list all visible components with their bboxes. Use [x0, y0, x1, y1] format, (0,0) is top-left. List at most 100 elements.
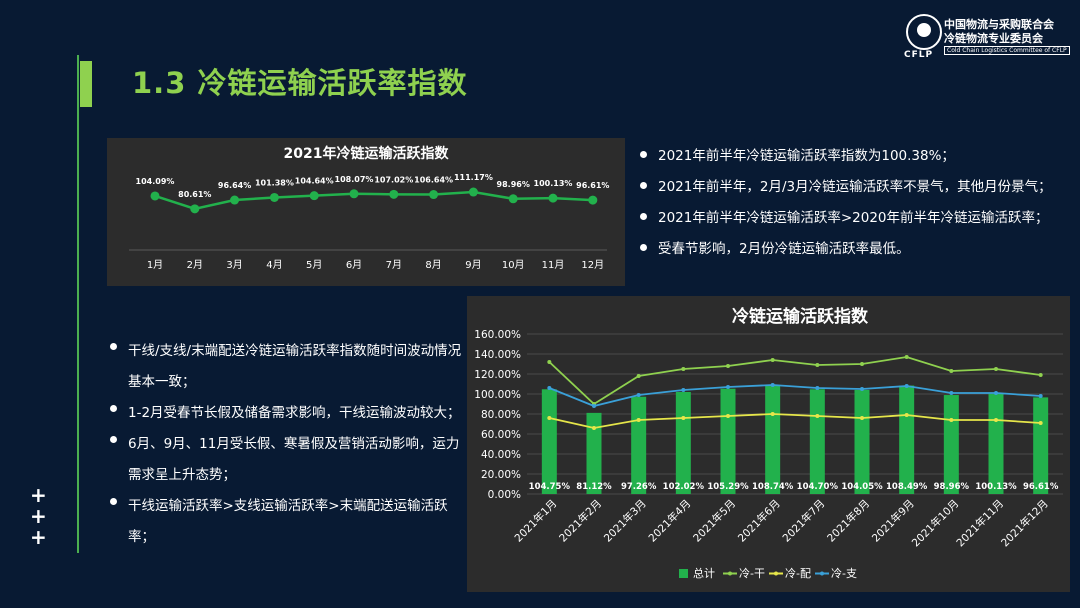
y-tick-label: 140.00% [474, 349, 521, 361]
data-point [547, 416, 552, 420]
bullet-item: 干线运输活跃率>支线运输活跃率>末端配送运输活跃率； [110, 491, 465, 553]
top-bullet-list: 2021年前半年冷链运输活跃率指数为100.38%； 2021年前半年，2月/3… [640, 144, 1070, 268]
data-label: 107.02% [374, 175, 413, 184]
bar-value-label: 104.70% [797, 482, 839, 492]
data-point [860, 387, 864, 391]
x-tick-label: 2021年11月 [954, 497, 1006, 549]
data-point [1038, 421, 1043, 425]
data-label: 98.96% [497, 180, 530, 189]
bar [943, 395, 959, 494]
data-point [1038, 394, 1043, 398]
x-tick-label: 7月 [386, 259, 402, 271]
activity-breakdown-chart-svg: 冷链运输活跃指数 0.00% 20.00% 40.00% 60.00% 80.00% 100… [474, 306, 1063, 580]
bar-value-label: 104.75% [529, 482, 571, 492]
bottom-bullet-list: 干线/支线/末端配送冷链运输活跃率指数随时间波动情况基本一致； 1-2月受春节长… [110, 336, 465, 553]
left-accent-line [77, 55, 79, 553]
monthly-activity-chart-svg: 2021年冷链运输活跃指数 104.09% 1月 80.61% 2月 96.64% 3月 10… [129, 145, 609, 271]
bar [631, 396, 647, 494]
bullet-item: 6月、9月、11月受长假、寒暑假及营销活动影响，运力需求呈上升态势； [110, 429, 465, 491]
plus-icon: + [30, 504, 47, 528]
x-tick-label: 2021年2月 [556, 497, 604, 545]
bar-value-label: 108.49% [886, 482, 928, 492]
x-tick-label: 2021年5月 [690, 497, 738, 545]
y-tick-label: 80.00% [481, 409, 521, 421]
data-point [726, 414, 730, 418]
data-point [592, 404, 596, 408]
data-point [904, 384, 909, 388]
bullet-item: 受春节影响，2月份冷链运输活跃率最低。 [640, 237, 1070, 268]
page-title: 1.3 冷链运输活跃率指数 [132, 66, 468, 100]
data-label: 106.64% [414, 176, 453, 185]
data-point [349, 189, 359, 199]
data-point [994, 367, 998, 371]
logo-line2: 冷链物流专业委员会 [944, 32, 1043, 45]
x-tick-label: 4月 [266, 259, 282, 271]
x-tick-label: 2021年12月 [998, 497, 1050, 549]
bullet-item: 干线/支线/末端配送冷链运输活跃率指数随时间波动情况基本一致； [110, 336, 465, 398]
data-point [860, 416, 864, 420]
data-point [681, 388, 686, 392]
bar [720, 388, 736, 494]
y-tick-label: 120.00% [474, 369, 521, 381]
y-tick-label: 20.00% [481, 469, 521, 481]
series-line [154, 190, 593, 211]
x-tick-label: 2021年6月 [735, 497, 783, 545]
data-label: 101.38% [255, 178, 294, 187]
data-label: 104.64% [295, 177, 334, 186]
logo-globe-icon [906, 14, 942, 50]
bar-value-label: 102.02% [663, 482, 705, 492]
data-point [815, 363, 820, 367]
bullet-item: 2021年前半年冷链运输活跃率>2020年前半年冷链运输活跃率； [640, 206, 1070, 237]
bullet-item: 2021年前半年，2月/3月冷链运输活跃率不景气，其他月份景气； [640, 175, 1070, 206]
data-point [389, 189, 399, 199]
x-tick-label: 5月 [306, 259, 322, 271]
chart-title: 冷链运输活跃指数 [732, 306, 869, 327]
data-label: 100.13% [534, 179, 573, 188]
x-tick-label: 9月 [465, 259, 481, 271]
data-point [508, 194, 518, 204]
bar [854, 389, 870, 494]
y-tick-label: 100.00% [474, 389, 521, 401]
data-point [770, 383, 775, 387]
bar [809, 389, 825, 494]
bar-value-label: 100.13% [975, 482, 1017, 492]
y-tick-label: 40.00% [481, 449, 521, 461]
bar-value-label: 97.26% [621, 482, 657, 492]
data-point [468, 187, 478, 197]
bullet-item: 1-2月受春节长假及储备需求影响，干线运输波动较大； [110, 398, 465, 429]
data-label: 80.61% [178, 190, 211, 199]
legend-marker [774, 571, 778, 576]
logo-line1: 中国物流与采购联合会 [944, 18, 1054, 31]
x-tick-label: 2021年7月 [780, 497, 828, 545]
bar [899, 385, 915, 494]
y-tick-label: 160.00% [474, 329, 521, 341]
data-point [547, 360, 552, 364]
x-tick-label: 2021年8月 [824, 497, 872, 545]
logo-line3: Cold Chain Logistics Committee of CFLP [944, 46, 1070, 55]
y-tick-label: 0.00% [488, 489, 521, 501]
y-tick-label: 60.00% [481, 429, 521, 441]
bar [765, 385, 781, 494]
data-point [150, 191, 160, 201]
data-point [904, 413, 909, 417]
bar-value-label: 96.61% [1023, 482, 1059, 492]
series-line [549, 413, 1041, 429]
plus-icon: + [30, 525, 47, 549]
data-point [904, 355, 909, 359]
x-tick-label: 6月 [346, 259, 362, 271]
data-point [681, 416, 686, 420]
series-line [548, 356, 1041, 406]
bar-value-label: 108.74% [752, 482, 794, 492]
data-point [994, 418, 998, 422]
legend-marker [820, 571, 824, 576]
data-point [770, 358, 775, 362]
bar-value-label: 81.12% [576, 482, 612, 492]
x-tick-label: 2月 [187, 259, 203, 271]
x-tick-label: 3月 [226, 259, 242, 271]
bar-value-label: 98.96% [934, 482, 970, 492]
data-point [1038, 373, 1043, 377]
x-tick-label: 8月 [425, 259, 441, 271]
data-label: 96.61% [576, 181, 609, 190]
bar [586, 412, 602, 494]
bar-value-label: 104.05% [841, 482, 883, 492]
